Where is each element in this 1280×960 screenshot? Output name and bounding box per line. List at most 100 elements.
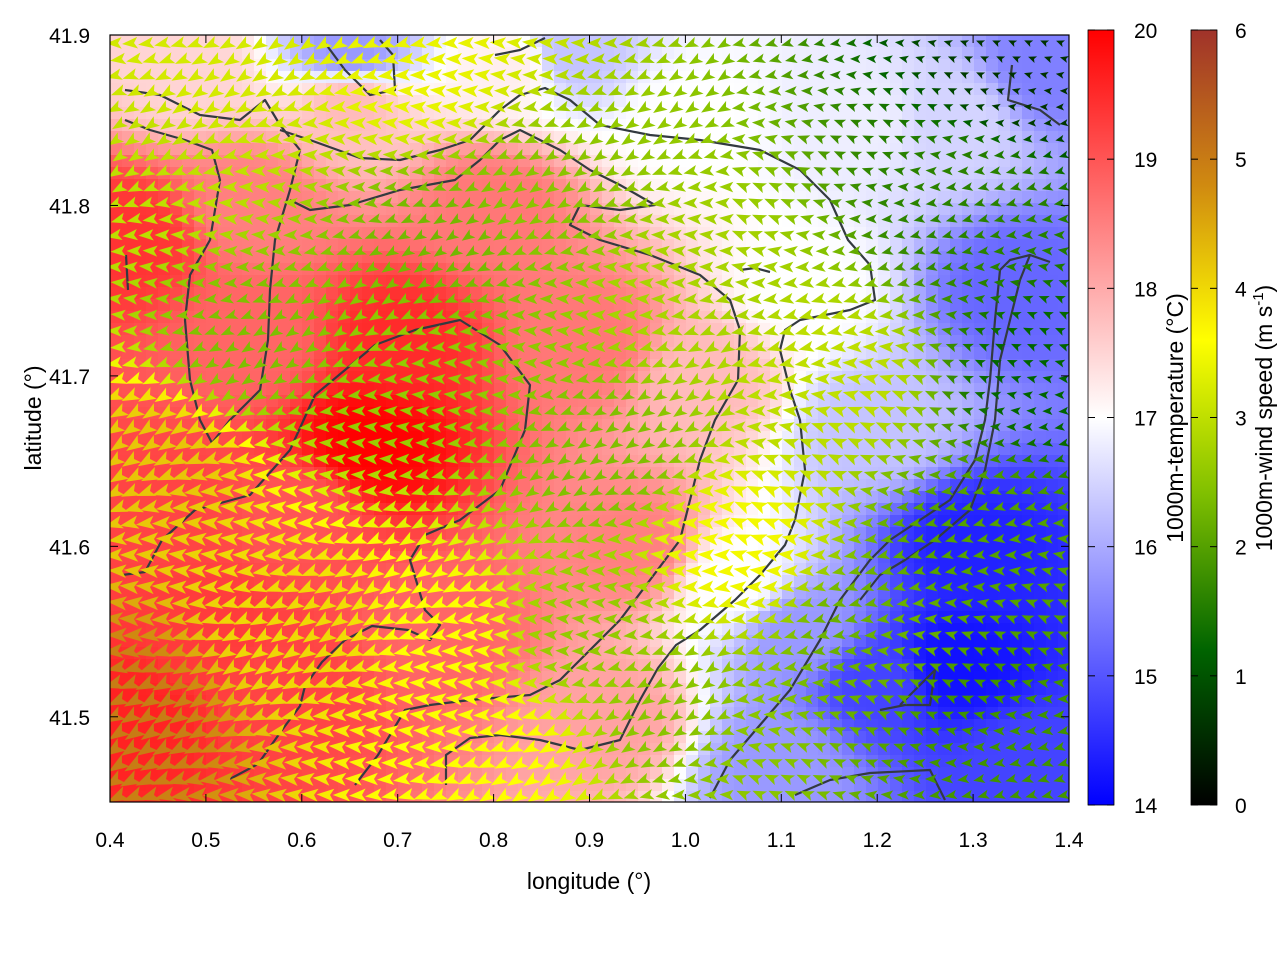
heatmap-cell — [890, 47, 903, 60]
heatmap-cell — [374, 287, 387, 300]
heatmap-cell — [1022, 155, 1035, 168]
heatmap-cell — [794, 623, 807, 636]
heatmap-cell — [326, 95, 339, 108]
heatmap-cell — [218, 119, 231, 132]
heatmap-cell — [842, 47, 855, 60]
heatmap-cell — [902, 167, 915, 180]
heatmap-cell — [554, 179, 567, 192]
heatmap-cell — [554, 635, 567, 648]
heatmap-cell — [266, 143, 279, 156]
heatmap-cell — [1046, 71, 1059, 84]
heatmap-cell — [1046, 131, 1059, 144]
heatmap-cell — [1034, 119, 1047, 132]
heatmap-cell — [1046, 119, 1059, 132]
heatmap-cell — [554, 59, 567, 72]
heatmap-cell — [1022, 47, 1035, 60]
heatmap-cell — [1046, 47, 1059, 60]
heatmap-cell — [362, 443, 375, 456]
heatmap-cell — [710, 35, 723, 48]
heatmap-cell — [314, 47, 327, 60]
heatmap-cell — [650, 143, 663, 156]
heatmap-cell — [422, 359, 435, 372]
heatmap-cell — [506, 143, 519, 156]
heatmap-cell — [314, 239, 327, 252]
heatmap-cell — [998, 35, 1011, 48]
heatmap-cell — [698, 83, 711, 96]
heatmap-cell — [794, 59, 807, 72]
heatmap-cell — [986, 47, 999, 60]
heatmap-cell — [746, 47, 759, 60]
heatmap-cell — [362, 527, 375, 540]
heatmap-cell — [842, 731, 855, 744]
heatmap-cell — [674, 47, 687, 60]
heatmap-cell — [854, 491, 867, 504]
heatmap-cell — [1034, 539, 1047, 552]
heatmap-cell — [770, 47, 783, 60]
heatmap-cell — [806, 71, 819, 84]
heatmap-cell — [998, 59, 1011, 72]
heatmap-cell — [758, 203, 771, 216]
heatmap-cell — [950, 455, 963, 468]
heatmap-cell — [590, 95, 603, 108]
heatmap-cell — [1046, 107, 1059, 120]
heatmap-cell — [806, 287, 819, 300]
heatmap-cell — [806, 167, 819, 180]
heatmap-cell — [938, 755, 951, 768]
heatmap-cell — [806, 131, 819, 144]
heatmap-cell — [950, 299, 963, 312]
heatmap-cell — [902, 59, 915, 72]
heatmap-cell — [482, 143, 495, 156]
heatmap-cell — [206, 95, 219, 108]
heatmap-cell — [890, 635, 903, 648]
heatmap-cell — [902, 575, 915, 588]
heatmap-cell — [674, 143, 687, 156]
heatmap-cell — [566, 131, 579, 144]
heatmap-cell — [854, 203, 867, 216]
heatmap-cell — [842, 59, 855, 72]
heatmap-cell — [662, 71, 675, 84]
heatmap-cell — [938, 107, 951, 120]
heatmap-cell — [566, 191, 579, 204]
heatmap-cell — [554, 47, 567, 60]
heatmap-cell — [902, 203, 915, 216]
heatmap-cell — [410, 143, 423, 156]
heatmap-cell — [986, 143, 999, 156]
heatmap-cell — [1058, 95, 1069, 108]
heatmap-cell — [854, 683, 867, 696]
heatmap-cell — [1046, 191, 1059, 204]
heatmap-cell — [218, 143, 231, 156]
heatmap-cell — [254, 95, 267, 108]
heatmap-cell — [602, 119, 615, 132]
heatmap-cell — [1034, 407, 1047, 420]
heatmap-cell — [278, 287, 291, 300]
heatmap-cell — [854, 227, 867, 240]
heatmap-cell — [986, 527, 999, 540]
heatmap-cell — [506, 347, 519, 360]
heatmap-cell — [830, 107, 843, 120]
heatmap-cell — [422, 287, 435, 300]
heatmap-cell — [566, 299, 579, 312]
heatmap-cell — [746, 623, 759, 636]
heatmap-cell — [602, 47, 615, 60]
heatmap-cell — [878, 59, 891, 72]
heatmap-cell — [854, 131, 867, 144]
heatmap-cell — [926, 59, 939, 72]
heatmap-cell — [842, 215, 855, 228]
heatmap-cell — [122, 47, 135, 60]
heatmap-cell — [710, 71, 723, 84]
heatmap-cell — [218, 47, 231, 60]
heatmap-cell — [710, 95, 723, 108]
heatmap-cell — [1058, 143, 1069, 156]
heatmap-cell — [746, 335, 759, 348]
heatmap-cell — [650, 431, 663, 444]
heatmap-cell — [518, 167, 531, 180]
heatmap-cell — [866, 155, 879, 168]
heatmap-cell — [650, 719, 663, 732]
heatmap-cell — [554, 431, 567, 444]
heatmap-cell — [782, 47, 795, 60]
heatmap-cell — [950, 767, 963, 780]
heatmap-cell — [218, 275, 231, 288]
heatmap-cell — [890, 179, 903, 192]
heatmap-cell — [890, 215, 903, 228]
heatmap-cell — [554, 239, 567, 252]
